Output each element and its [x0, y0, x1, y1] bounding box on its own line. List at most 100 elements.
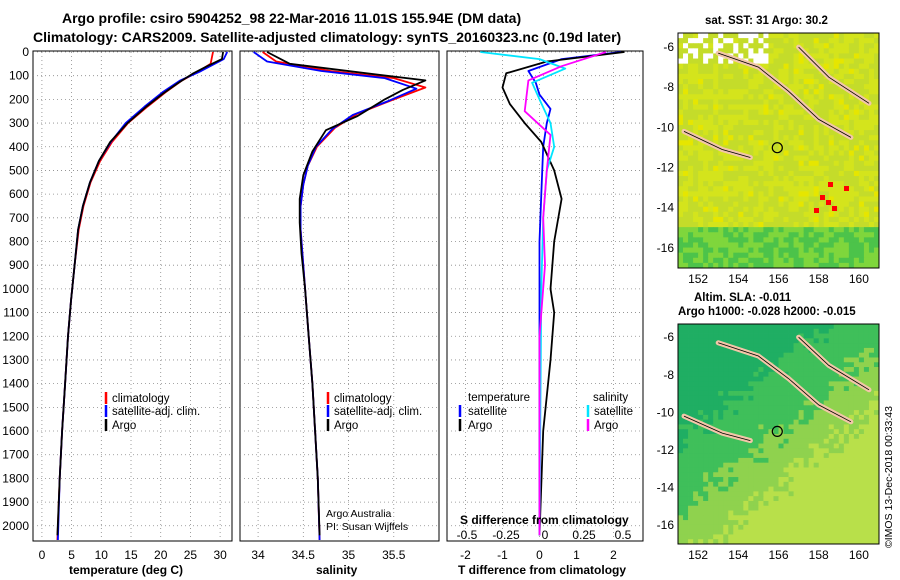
map-cell — [728, 467, 734, 473]
map-cell — [838, 491, 845, 497]
map-cell — [773, 414, 779, 421]
map-cell — [773, 405, 779, 411]
map-cell — [828, 114, 835, 121]
map-cell — [873, 500, 880, 507]
map-cell — [833, 438, 840, 444]
map-cell — [783, 343, 789, 349]
map-cell — [758, 453, 764, 459]
map-cell — [873, 232, 880, 238]
map-cell — [868, 150, 875, 157]
map-cell — [823, 343, 830, 349]
map-cell — [758, 160, 764, 167]
map-cell — [678, 165, 684, 172]
map-cell — [873, 99, 880, 105]
map-cell — [748, 434, 754, 440]
map-cell — [778, 524, 784, 531]
map-cell — [778, 262, 784, 269]
map-cell — [768, 500, 774, 507]
map-cell — [743, 534, 749, 540]
map-cell — [803, 232, 810, 238]
map-cell — [743, 237, 749, 243]
map-cell — [773, 232, 779, 238]
map-cell — [688, 176, 694, 182]
map-cell — [708, 206, 714, 213]
map-cell — [833, 405, 840, 411]
map-cell — [808, 457, 815, 464]
map-cell — [693, 496, 699, 502]
map-cell — [793, 222, 800, 228]
map-cell — [738, 247, 744, 254]
map-cell — [718, 410, 724, 416]
map-cell — [808, 333, 815, 339]
map-cell — [818, 443, 825, 449]
map-cell — [763, 150, 769, 157]
map-cell — [698, 247, 704, 254]
map-cell — [833, 130, 840, 136]
map-cell — [793, 170, 800, 177]
map-cell — [793, 114, 800, 121]
map-cell — [683, 216, 689, 223]
map-cell — [708, 405, 714, 411]
map-cell — [848, 491, 855, 497]
map-cell — [833, 99, 840, 105]
map-cell — [698, 496, 704, 502]
map-cell — [763, 170, 769, 177]
map-cell — [818, 262, 825, 269]
map-cell — [778, 381, 784, 387]
map-cell — [828, 500, 835, 507]
map-cell — [723, 381, 729, 387]
map-cell — [768, 324, 774, 330]
map-cell — [703, 119, 709, 126]
map-cell — [763, 390, 769, 397]
map-cell — [828, 448, 835, 454]
map-cell — [758, 405, 764, 411]
map-cell — [683, 196, 689, 202]
map-cell — [828, 324, 835, 330]
map-cell — [723, 170, 729, 177]
map-cell — [868, 104, 875, 111]
map-cell — [783, 524, 789, 531]
map-cell — [703, 539, 709, 545]
map-cell — [848, 434, 855, 440]
map-cell — [778, 130, 784, 136]
map-cell — [778, 242, 784, 248]
map-cell — [793, 145, 800, 151]
map-cell — [853, 515, 860, 521]
map-cell — [758, 130, 764, 136]
map-cell — [723, 414, 729, 421]
map-cell — [808, 170, 815, 177]
map-cell — [778, 48, 784, 54]
map-cell — [788, 165, 794, 172]
map-cell — [743, 367, 749, 373]
map-cell — [758, 222, 764, 228]
map-cell — [733, 338, 739, 344]
map-cell — [853, 539, 860, 545]
map-cell — [763, 140, 769, 146]
map-cell — [798, 140, 805, 146]
map-cell — [713, 78, 719, 85]
map-cell — [863, 491, 870, 497]
map-cell — [838, 78, 845, 85]
map-cell — [708, 170, 714, 177]
map-cell — [728, 367, 734, 373]
map-cell — [823, 222, 830, 228]
map-cell — [748, 58, 754, 65]
map-cell — [833, 381, 840, 387]
map-cell — [838, 160, 845, 167]
map-cell — [683, 257, 689, 264]
map-cell — [733, 443, 739, 449]
map-cell — [783, 467, 789, 473]
map-cell — [693, 191, 699, 197]
map-cell — [768, 63, 774, 70]
map-cell — [803, 114, 810, 121]
map-cell — [733, 520, 739, 526]
map-cell — [773, 58, 779, 65]
map-cell — [763, 419, 769, 425]
map-cell — [773, 453, 779, 459]
map-cell — [783, 150, 789, 157]
map-cell — [678, 400, 684, 406]
map-cell — [693, 457, 699, 464]
map-cell — [768, 145, 774, 151]
map-cell — [693, 491, 699, 497]
map-cell — [853, 109, 860, 116]
